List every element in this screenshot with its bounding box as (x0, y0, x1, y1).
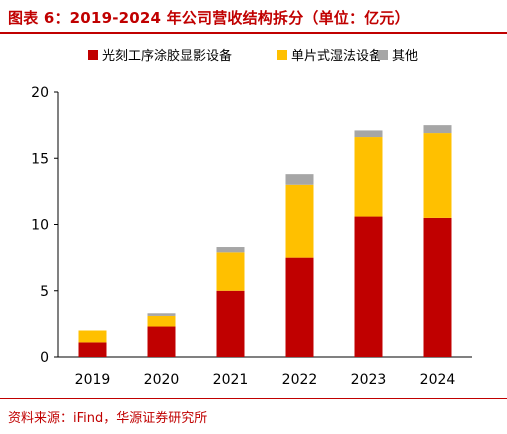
source-divider (0, 398, 507, 399)
title-divider (0, 32, 507, 34)
chart-bars: 2019 2020 2021 2022 2023 2024 (75, 125, 456, 388)
y-tick-label: 15 (31, 151, 49, 167)
x-tick-label: 2020 (144, 372, 180, 388)
stacked-bar-chart: 光刻工序涂胶显影设备 单片式湿法设备 其他 0 5 10 15 20 2019 2020 202… (31, 48, 472, 388)
bar-segment (423, 217, 452, 357)
legend-label: 单片式湿法设备 (291, 48, 382, 64)
legend-swatch (88, 50, 98, 60)
source-note: 资料来源：iFind，华源证券研究所 (8, 411, 208, 426)
bar-segment (78, 342, 107, 357)
bar-segment (216, 247, 245, 253)
bar-segment (423, 125, 452, 134)
bar-segment (216, 252, 245, 291)
bar-segment (285, 257, 314, 357)
bar-segment (423, 133, 452, 218)
legend-swatch (277, 50, 287, 60)
bar-segment (216, 290, 245, 357)
bar-segment (285, 184, 314, 258)
legend-label: 其他 (392, 49, 418, 64)
bar-segment (78, 330, 107, 343)
bar-segment (354, 137, 383, 217)
bar-segment (147, 326, 176, 357)
bar-segment (147, 313, 176, 316)
y-tick-label: 20 (31, 85, 49, 101)
bar-segment (354, 216, 383, 357)
legend-label: 光刻工序涂胶显影设备 (102, 48, 232, 64)
bar-segment (147, 315, 176, 327)
bar-segment (354, 130, 383, 138)
y-tick-label: 5 (40, 284, 49, 300)
chart-legend: 光刻工序涂胶显影设备 单片式湿法设备 其他 (88, 48, 418, 64)
y-tick-label: 10 (31, 218, 49, 234)
x-tick-label: 2023 (351, 372, 387, 388)
x-tick-label: 2021 (213, 372, 249, 388)
x-tick-label: 2024 (420, 372, 456, 388)
chart-axes: 0 5 10 15 20 (31, 85, 472, 366)
legend-swatch (378, 50, 388, 60)
x-tick-label: 2022 (282, 372, 318, 388)
y-tick-label: 0 (40, 350, 49, 366)
figure-title: 图表 6：2019-2024 年公司营收结构拆分（单位：亿元） (8, 9, 410, 27)
bar-segment (285, 174, 314, 185)
x-tick-label: 2019 (75, 372, 111, 388)
